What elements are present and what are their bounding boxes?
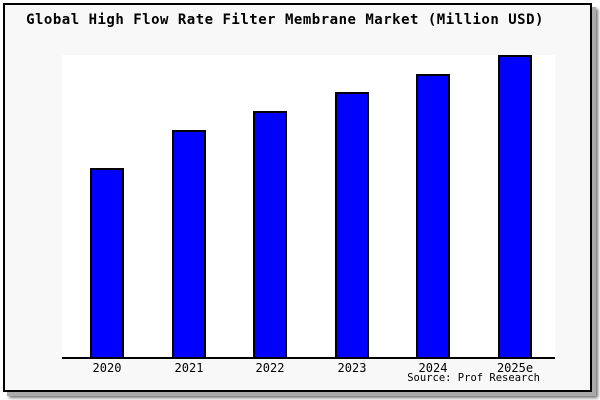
x-tick-label-2022: 2022 [255, 361, 285, 375]
bar-2023 [335, 92, 369, 357]
bar-2020 [90, 168, 124, 357]
plot-area [62, 55, 555, 357]
bar-2022 [253, 111, 287, 357]
bar-2025e [498, 55, 532, 357]
bar-2021 [172, 130, 206, 357]
chart-title: Global High Flow Rate Filter Membrane Ma… [26, 12, 544, 28]
source-credit: Source: Prof Research [407, 372, 540, 384]
x-tick-label-2023: 2023 [337, 361, 367, 375]
x-tick-label-2024: 2024 [418, 361, 448, 375]
bar-2024 [416, 74, 450, 357]
x-axis-labels: 2020 2021 2022 2023 2024 2025e [62, 361, 555, 377]
x-axis-line [62, 357, 555, 359]
x-tick-label-2021: 2021 [174, 361, 204, 375]
x-tick-label-2020: 2020 [92, 361, 122, 375]
x-tick-label-2025e: 2025e [496, 361, 534, 375]
figure-frame: Global High Flow Rate Filter Membrane Ma… [3, 3, 592, 392]
